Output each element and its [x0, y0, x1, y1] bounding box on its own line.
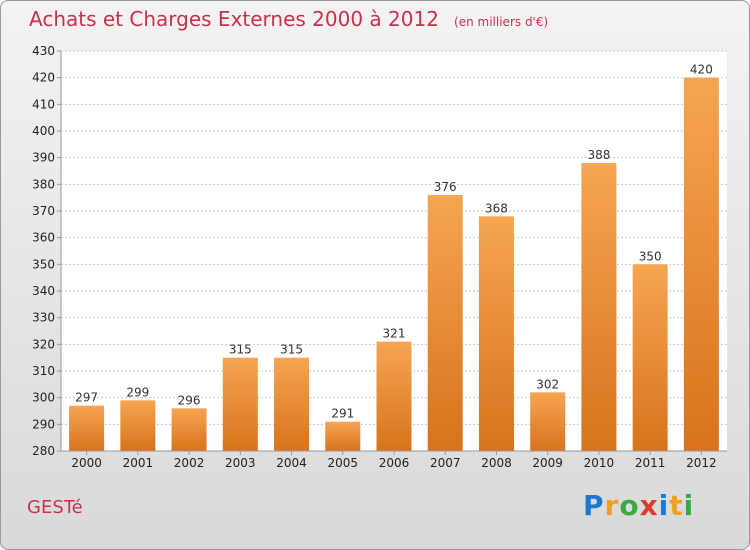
x-tick-label: 2011 [635, 456, 666, 470]
x-tick-label: 2010 [584, 456, 615, 470]
bar-value-label: 315 [280, 343, 303, 357]
logo-letter: r [604, 489, 620, 522]
bar-2010 [581, 163, 617, 451]
y-tick-label: 330 [32, 311, 55, 325]
bar-value-label: 321 [383, 327, 406, 341]
bar-value-label: 388 [587, 148, 610, 162]
bar-2002 [171, 408, 207, 451]
bar-2001 [120, 400, 156, 451]
y-tick-label: 290 [32, 417, 55, 431]
bar-value-label: 315 [229, 343, 252, 357]
bars-group: 297 299 296 315 315 291 321 376 368 302 388 350 420 [69, 63, 719, 452]
y-tick-label: 370 [32, 204, 55, 218]
bar-value-label: 291 [331, 407, 354, 421]
chart-subtitle: (en milliers d'€) [454, 15, 549, 29]
x-tick-label: 2006 [379, 456, 410, 470]
x-axis-ticks: 2000 2001 2002 2003 2004 2005 2006 2007 2008 2009… [71, 451, 717, 470]
bar-2008 [478, 216, 514, 451]
bar-value-label: 296 [178, 393, 201, 407]
x-tick-label: 2007 [430, 456, 461, 470]
bar-value-label: 302 [536, 377, 559, 391]
y-tick-label: 420 [32, 71, 55, 85]
logo-letter: x [639, 489, 659, 522]
x-tick-label: 2005 [327, 456, 358, 470]
logo-letter: o [619, 489, 640, 522]
title-row: Achats et Charges Externes 2000 à 2012 (… [29, 7, 548, 31]
x-tick-label: 2009 [532, 456, 563, 470]
bar-2012 [683, 77, 719, 452]
bar-2006 [376, 341, 412, 451]
bar-value-label: 420 [690, 63, 713, 77]
y-tick-label: 390 [32, 151, 55, 165]
y-axis-ticks: 280 290 300 310 320 330 340 350 360 370 380 390 400 4… [32, 44, 61, 458]
y-tick-label: 280 [32, 444, 55, 458]
y-tick-label: 350 [32, 257, 55, 271]
bar-2000 [69, 405, 105, 451]
bar-2009 [530, 392, 566, 451]
y-tick-label: 400 [32, 124, 55, 138]
y-tick-label: 410 [32, 97, 55, 111]
bar-2004 [274, 357, 310, 451]
x-tick-label: 2001 [123, 456, 154, 470]
bar-value-label: 350 [639, 249, 662, 263]
x-tick-label: 2002 [174, 456, 205, 470]
logo-letter: t [669, 489, 684, 522]
bar-value-label: 376 [434, 180, 457, 194]
logo-letter: P [583, 489, 605, 522]
y-tick-label: 380 [32, 177, 55, 191]
y-tick-label: 310 [32, 364, 55, 378]
logo-letter: i [658, 489, 670, 522]
bar-value-label: 368 [485, 201, 508, 215]
y-tick-label: 430 [32, 44, 55, 58]
y-tick-label: 300 [32, 391, 55, 405]
y-tick-label: 320 [32, 337, 55, 351]
x-tick-label: 2008 [481, 456, 512, 470]
proxiti-logo: Proxiti [583, 489, 694, 522]
commune-name: GESTé [27, 497, 83, 518]
y-tick-label: 360 [32, 231, 55, 245]
bar-2003 [222, 357, 258, 451]
y-tick-label: 340 [32, 284, 55, 298]
x-tick-label: 2003 [225, 456, 256, 470]
x-tick-label: 2000 [71, 456, 102, 470]
bar-value-label: 299 [126, 385, 149, 399]
bar-2011 [632, 264, 668, 451]
bar-value-label: 297 [75, 391, 98, 405]
logo-letter: i [683, 489, 695, 522]
x-tick-label: 2004 [276, 456, 307, 470]
x-tick-label: 2012 [686, 456, 717, 470]
bar-2007 [427, 195, 463, 451]
bar-2005 [325, 421, 361, 451]
chart-title: Achats et Charges Externes 2000 à 2012 [29, 7, 439, 31]
